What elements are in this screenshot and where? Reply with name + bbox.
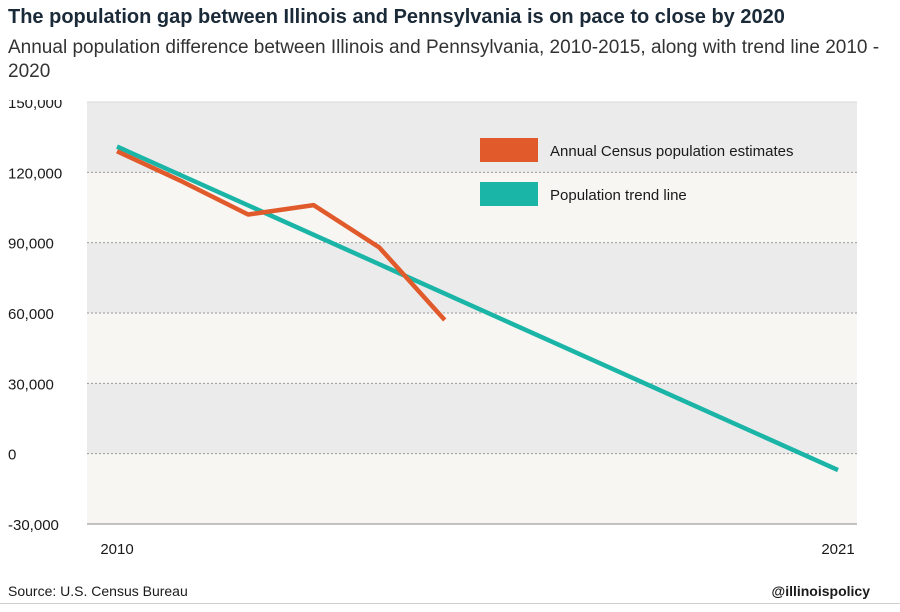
grid-band (87, 453, 857, 524)
line-chart: 150,000 120,000 90,000 60,000 30,000 0 -30,000… (8, 95, 857, 558)
legend-swatch (480, 182, 538, 206)
series-line-census-estimates (116, 149, 447, 322)
y-tick-label: 30,000 (8, 376, 54, 393)
x-tick-label: 2021 (821, 541, 854, 558)
chart-subtitle: Annual population difference between Ill… (8, 37, 880, 82)
y-tick-label: -30,000 (8, 517, 59, 534)
legend-label: Annual Census population estimates (550, 143, 794, 160)
grid-band (87, 242, 857, 313)
series-line-trend (116, 144, 839, 473)
footer-divider (0, 603, 900, 604)
grid-band (87, 383, 857, 454)
y-tick-label: 120,000 (8, 165, 62, 182)
y-tick-label: 90,000 (8, 236, 54, 253)
legend-label: Population trend line (550, 187, 687, 204)
source-note: Source: U.S. Census Bureau (8, 583, 188, 599)
y-tick-label: 0 (8, 447, 16, 464)
y-tick-label: 60,000 (8, 306, 54, 323)
grid-band (87, 102, 857, 173)
grid-band (87, 172, 857, 243)
y-tick-label: 150,000 (8, 100, 62, 112)
chart-title: The population gap between Illinois and … (8, 6, 785, 28)
grid-band (87, 313, 857, 384)
publisher-handle: @illinoispolicy (771, 583, 870, 599)
x-tick-label: 2010 (100, 541, 133, 558)
legend-swatch (480, 138, 538, 162)
chart-area: 150,000 120,000 90,000 60,000 30,000 0 -30,000… (0, 95, 900, 570)
